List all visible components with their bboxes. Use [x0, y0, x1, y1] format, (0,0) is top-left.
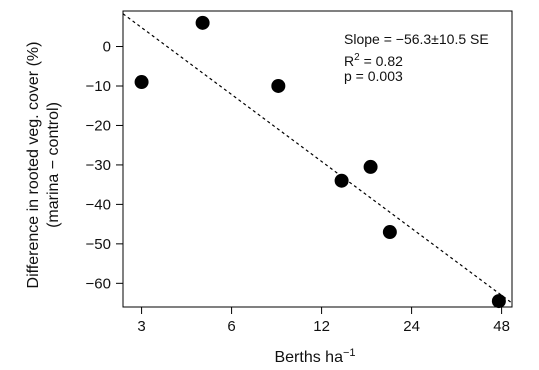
- plot-area: [122, 10, 513, 308]
- y-tick-label: −40: [86, 196, 111, 213]
- x-axis-title-text: Berths ha: [274, 349, 343, 366]
- p-value-annotation: p = 0.003: [344, 68, 403, 84]
- r-squared-annotation: R2 = 0.82: [344, 52, 403, 69]
- data-point: [382, 225, 397, 240]
- data-point: [195, 15, 210, 30]
- data-point: [491, 294, 506, 309]
- y-tick-label: −30: [86, 157, 111, 174]
- y-tick-label: −10: [86, 78, 111, 95]
- data-points-layer: [134, 15, 506, 309]
- y-tick-label: 0: [103, 39, 111, 56]
- slope-annotation: Slope = −56.3±10.5 SE: [344, 31, 489, 47]
- data-point: [363, 159, 378, 174]
- regression-line: [122, 13, 513, 304]
- x-tick-label: 48: [493, 318, 510, 335]
- y-tick-label: −20: [86, 117, 111, 134]
- x-tick-label: 12: [313, 318, 330, 335]
- data-point: [334, 173, 349, 188]
- y-axis-title-line2: (marina − control): [45, 102, 62, 228]
- r-squared-prefix: R: [344, 53, 354, 69]
- y-axis: 0 −10 −20 −30 −40 −50 −60: [86, 39, 123, 292]
- x-axis-title: Berths ha−1: [274, 347, 355, 366]
- plot-frame: [122, 10, 513, 308]
- x-axis: 3 6 12 24 48: [137, 307, 510, 335]
- x-axis-title-superscript: −1: [343, 347, 356, 359]
- y-tick-label: −60: [86, 275, 111, 292]
- y-axis-title-line1: Difference in rooted veg. cover (%): [25, 42, 42, 289]
- data-point: [271, 78, 286, 93]
- data-point: [134, 75, 149, 90]
- y-tick-label: −50: [86, 236, 111, 253]
- x-tick-label: 3: [137, 318, 145, 335]
- x-tick-label: 6: [227, 318, 235, 335]
- r-squared-value: = 0.82: [360, 53, 403, 69]
- regression-line-layer: [122, 13, 513, 304]
- x-tick-label: 24: [403, 318, 420, 335]
- r-squared-superscript: 2: [354, 52, 360, 63]
